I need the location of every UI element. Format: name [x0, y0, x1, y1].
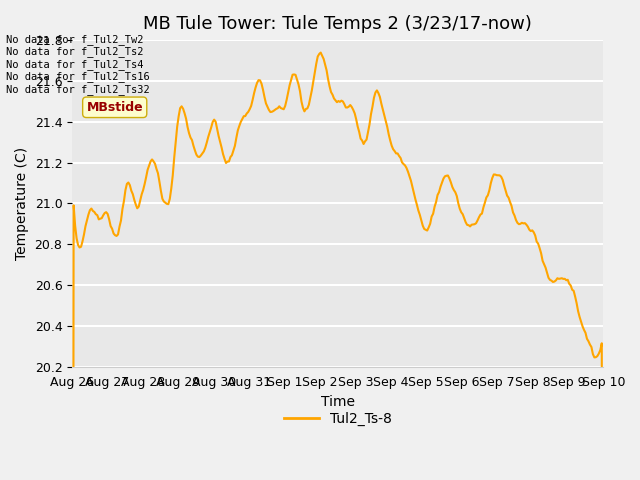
X-axis label: Time: Time — [321, 395, 355, 409]
Y-axis label: Temperature (C): Temperature (C) — [15, 147, 29, 260]
Title: MB Tule Tower: Tule Temps 2 (3/23/17-now): MB Tule Tower: Tule Temps 2 (3/23/17-now… — [143, 15, 532, 33]
Text: MBstide: MBstide — [86, 101, 143, 114]
Text: No data for f_Tul2_Tw2
No data for f_Tul2_Ts2
No data for f_Tul2_Ts4
No data for: No data for f_Tul2_Tw2 No data for f_Tul… — [6, 34, 150, 95]
Legend: Tul2_Ts-8: Tul2_Ts-8 — [278, 406, 397, 432]
